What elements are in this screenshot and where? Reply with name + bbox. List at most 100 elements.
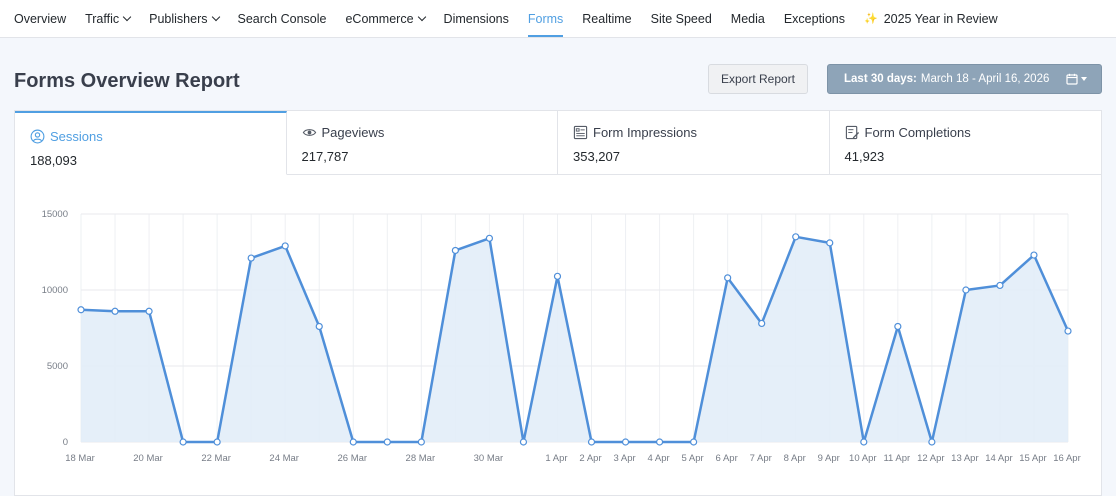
data-point bbox=[792, 233, 800, 241]
nav-overview[interactable]: Overview bbox=[14, 0, 66, 37]
form-edit-icon bbox=[845, 125, 859, 140]
sessions-line bbox=[80, 235, 1070, 444]
nav-item-label: Dimensions bbox=[443, 11, 509, 26]
nav-publishers[interactable]: Publishers bbox=[149, 0, 220, 37]
nav-item-label: eCommerce bbox=[345, 11, 414, 26]
sessions-chart: 0 5000 10000 15000 18 Mar 20 Mar 22 Mar 24 Mar 2… bbox=[42, 209, 1081, 464]
y-tick-label: 5000 bbox=[47, 361, 68, 372]
date-range-picker[interactable]: Last 30 days: March 18 - April 16, 2026 bbox=[827, 64, 1102, 94]
nav-realtime[interactable]: Realtime bbox=[582, 0, 631, 37]
data-point bbox=[417, 438, 425, 446]
nav-ecommerce[interactable]: eCommerce bbox=[345, 0, 426, 37]
tab-form-impressions[interactable]: Form Impressions 353,207 bbox=[558, 111, 830, 175]
x-tick-label: 16 Apr bbox=[1053, 453, 1080, 464]
nav-item-label: Publishers bbox=[149, 11, 208, 26]
data-point bbox=[349, 438, 357, 446]
data-point bbox=[1064, 327, 1072, 335]
x-tick-label: 12 Apr bbox=[917, 453, 944, 464]
data-point bbox=[621, 438, 630, 446]
x-tick-label: 5 Apr bbox=[682, 453, 704, 464]
tab-pageviews[interactable]: Pageviews 217,787 bbox=[286, 111, 558, 175]
x-tick-label: 3 Apr bbox=[613, 453, 635, 464]
nav-item-label: Forms bbox=[527, 11, 564, 26]
data-point bbox=[962, 286, 970, 294]
page-title: Forms Overview Report bbox=[14, 70, 240, 92]
tab-form-completions[interactable]: Form Completions 41,923 bbox=[829, 111, 1101, 175]
nav-item-label: Overview bbox=[14, 11, 67, 26]
x-tick-label: 11 Apr bbox=[883, 453, 910, 464]
x-tick-label: 6 Apr bbox=[716, 453, 738, 464]
calendar-dropdown bbox=[1066, 73, 1087, 85]
data-point bbox=[111, 307, 119, 315]
data-point bbox=[451, 246, 459, 255]
report-panel: Sessions 188,093 Pageviews 217,787 bbox=[14, 110, 1102, 496]
data-point bbox=[996, 281, 1004, 290]
data-point bbox=[587, 438, 596, 446]
x-tick-label: 20 Mar bbox=[133, 453, 163, 464]
nav-site-speed[interactable]: Site Speed bbox=[651, 0, 712, 37]
chevron-down-icon bbox=[417, 12, 426, 21]
nav-traffic[interactable]: Traffic bbox=[85, 0, 132, 37]
chevron-down-icon bbox=[122, 12, 132, 21]
x-tick-label: 22 Mar bbox=[201, 453, 231, 464]
y-tick-label: 0 bbox=[63, 437, 68, 448]
tab-label: Form Impressions bbox=[593, 125, 698, 140]
nav-item-label: Media bbox=[730, 11, 765, 26]
export-report-button[interactable]: Export Report bbox=[708, 64, 808, 94]
data-point bbox=[519, 438, 528, 446]
data-point bbox=[553, 272, 562, 280]
tab-sessions[interactable]: Sessions 188,093 bbox=[15, 111, 287, 175]
form-icon bbox=[573, 125, 588, 140]
data-point bbox=[724, 274, 732, 282]
sessions-area bbox=[81, 236, 1068, 442]
chevron-down-icon bbox=[211, 12, 220, 21]
date-range-value: March 18 - April 16, 2026 bbox=[920, 73, 1050, 85]
x-tick-label: 1 Apr bbox=[545, 453, 567, 464]
data-point bbox=[247, 254, 255, 262]
x-tick-label: 10 Apr bbox=[849, 453, 876, 464]
nav-item-label: Site Speed bbox=[650, 11, 712, 26]
nav-forms[interactable]: Forms bbox=[527, 0, 564, 37]
calendar-icon bbox=[1066, 73, 1078, 85]
data-point bbox=[315, 322, 323, 331]
nav-dimensions[interactable]: Dimensions bbox=[444, 0, 509, 37]
metric-tabs: Sessions 188,093 Pageviews 217,787 bbox=[15, 111, 1101, 175]
x-tick-label: 2 Apr bbox=[579, 453, 601, 464]
data-point bbox=[758, 319, 766, 328]
data-point bbox=[690, 438, 698, 446]
nav-year-in-review[interactable]: ✨ 2025 Year in Review bbox=[864, 0, 998, 37]
nav-item-label: Traffic bbox=[85, 11, 120, 26]
data-point bbox=[826, 239, 834, 247]
x-tick-label: 13 Apr bbox=[951, 453, 978, 464]
x-tick-label: 28 Mar bbox=[406, 453, 436, 464]
x-tick-label: 15 Apr bbox=[1019, 453, 1046, 464]
data-point bbox=[179, 438, 187, 446]
data-point bbox=[860, 438, 868, 446]
tab-label: Pageviews bbox=[321, 125, 385, 140]
data-point bbox=[281, 242, 289, 250]
x-tick-label: 4 Apr bbox=[647, 453, 669, 464]
tab-value: 353,207 bbox=[573, 149, 620, 164]
nav-media[interactable]: Media bbox=[731, 0, 765, 37]
nav-item-label: 2025 Year in Review bbox=[883, 11, 998, 26]
nav-search-console[interactable]: Search Console bbox=[238, 0, 327, 37]
data-point bbox=[1030, 251, 1038, 259]
user-circle-icon bbox=[30, 129, 45, 144]
x-tick-label: 24 Mar bbox=[269, 453, 299, 464]
data-point bbox=[145, 307, 153, 315]
eye-icon bbox=[302, 129, 316, 136]
y-tick-label: 15000 bbox=[42, 209, 68, 220]
chevron-down-icon bbox=[1081, 77, 1087, 81]
x-tick-label: 14 Apr bbox=[985, 453, 1012, 464]
data-point bbox=[928, 438, 936, 446]
data-point bbox=[485, 234, 494, 242]
data-point bbox=[77, 306, 85, 314]
party-popper-icon: ✨ bbox=[863, 13, 878, 25]
date-range-prefix: Last 30 days: bbox=[844, 73, 917, 85]
x-tick-label: 26 Mar bbox=[337, 453, 367, 464]
nav-item-label: Search Console bbox=[237, 11, 327, 26]
x-tick-label: 18 Mar bbox=[65, 453, 95, 464]
data-point bbox=[213, 438, 221, 446]
nav-exceptions[interactable]: Exceptions bbox=[784, 0, 845, 37]
top-navigation: Overview Traffic Publishers Search Console e… bbox=[0, 0, 1116, 38]
